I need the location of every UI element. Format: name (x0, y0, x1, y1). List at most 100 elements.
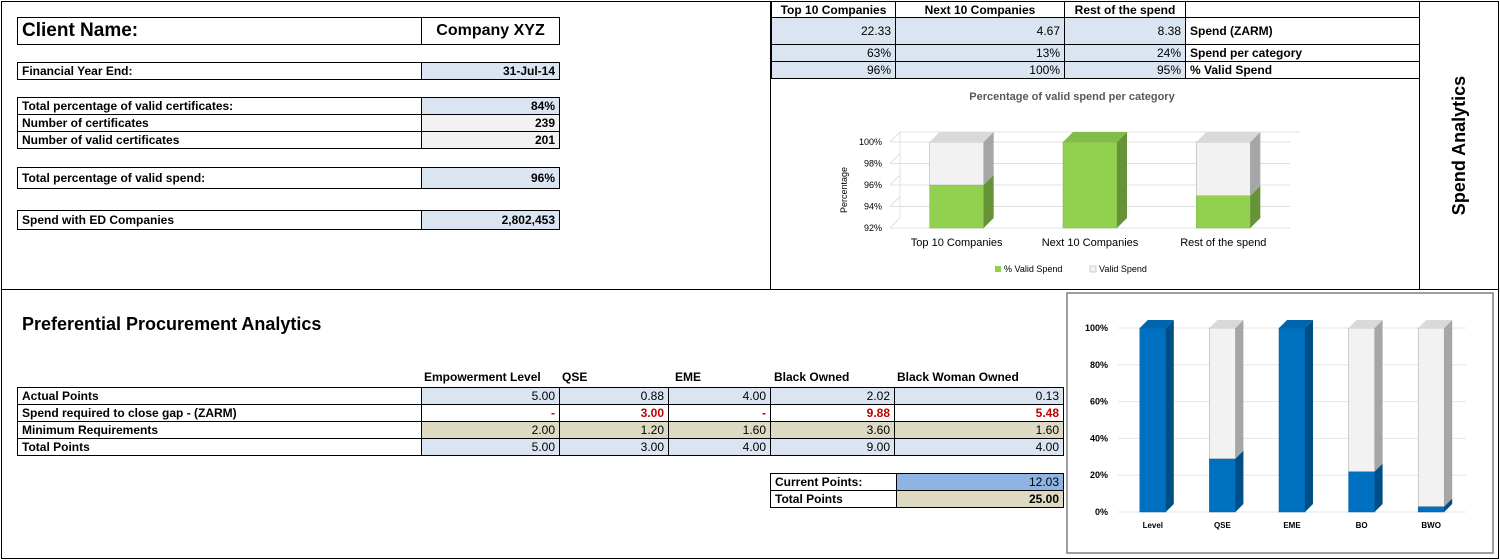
spend-valid-next10: 100% (895, 61, 1065, 79)
pref-header-bwo: Black Woman Owned (897, 370, 1019, 384)
chart1-legend-swatch (995, 266, 1001, 272)
pref-total-eme: 4.00 (668, 438, 771, 456)
chart1-gridline-depth (889, 131, 901, 143)
num-valid-cert-value: 201 (421, 131, 560, 149)
chart1-bar-valid (929, 184, 984, 229)
spend-header-top10: Top 10 Companies (771, 1, 896, 18)
chart1-legend-swatch (1089, 265, 1097, 273)
chart1-ytick-label: 96% (864, 180, 882, 190)
chart2-xtick-label: EME (1283, 521, 1301, 530)
chart2-bar-remaining (1348, 327, 1375, 472)
chart1-ytick-label: 92% (864, 223, 882, 233)
pref-gap-bwo: 5.48 (894, 404, 1064, 422)
chart2-bar-remaining-side (1235, 320, 1244, 459)
pref-row-actual-label: Actual Points (17, 387, 422, 405)
valid-spend-chart: Percentage of valid spend per category 9… (775, 82, 1375, 286)
chart2-bar-remaining-top (1418, 320, 1453, 328)
pref-header-eme: EME (675, 370, 702, 384)
pct-valid-cert-label: Total percentage of valid certificates: (17, 97, 422, 115)
chart1-bar-remaining-side (983, 132, 994, 185)
pct-valid-spend-label: Total percentage of valid spend: (17, 167, 422, 189)
pref-total-bwo: 4.00 (894, 438, 1064, 456)
spend-zarm-next10: 4.67 (895, 17, 1065, 45)
chart1-xtick-label: Top 10 Companies (911, 237, 1003, 249)
total-points-value: 25.00 (896, 490, 1064, 508)
chart2-bar-remaining-top (1348, 320, 1383, 328)
chart1-bar-remaining (929, 141, 984, 186)
spend-table-left-border (770, 1, 771, 289)
chart2-ytick-label: 0% (1095, 507, 1108, 517)
spend-valid-rest: 95% (1064, 61, 1186, 79)
chart1-gridline-depth (889, 153, 901, 164)
num-valid-cert-label: Number of valid certificates (17, 131, 422, 149)
chart2-bar-actual-side (1374, 463, 1383, 512)
chart1-xtick-label: Rest of the spend (1180, 237, 1266, 249)
spend-cat-next10: 13% (895, 44, 1065, 62)
chart2-ytick-label: 100% (1085, 323, 1108, 333)
spend-valid-label: % Valid Spend (1185, 61, 1420, 79)
chart2-bar-actual (1139, 327, 1167, 513)
spend-analytics-left-border (1419, 1, 1420, 289)
section-divider (1, 289, 1499, 290)
current-points-label: Current Points: (770, 473, 897, 491)
current-points-value: 12.03 (896, 473, 1064, 491)
fye-value: 31-Jul-14 (421, 62, 560, 80)
spend-header-next10: Next 10 Companies (895, 1, 1065, 18)
pct-valid-cert-value: 84% (421, 97, 560, 115)
chart2-xtick-label: Level (1143, 521, 1163, 530)
chart2-bar-remaining (1417, 327, 1445, 507)
pref-gap-emp: - (421, 404, 560, 422)
chart2-bar-actual-side (1305, 320, 1313, 512)
pct-valid-spend-value: 96% (421, 167, 560, 189)
chart2-bar-actual (1348, 471, 1375, 513)
pref-min-bwo: 1.60 (894, 421, 1064, 439)
spend-header-rest: Rest of the spend (1064, 1, 1186, 18)
chart2-ytick-label: 20% (1090, 470, 1108, 480)
chart2-xtick-label: BWO (1421, 521, 1441, 530)
chart2-ytick-label: 60% (1090, 397, 1108, 407)
chart1-gridline-depth (889, 174, 901, 186)
chart1-bar-remaining-top (1196, 132, 1261, 142)
chart1-ytick-label: 98% (864, 159, 882, 169)
chart1-bar-valid (1062, 141, 1118, 229)
pref-min-qse: 1.20 (559, 421, 669, 439)
chart1-xtick-label: Next 10 Companies (1042, 237, 1139, 249)
pref-total-bo: 9.00 (770, 438, 895, 456)
chart2-xtick-label: QSE (1214, 521, 1232, 530)
chart1-bar-valid-side (1250, 185, 1261, 228)
points-chart: 0% 20% 40% 60% 80% 100% Level QSE EME BO BWO (1066, 292, 1494, 554)
pref-actual-emp: 5.00 (421, 387, 560, 405)
chart2-bar-remaining-side (1374, 320, 1383, 472)
chart2-bar-actual (1278, 327, 1306, 513)
chart1-gridline-depth (889, 196, 901, 207)
chart1-gridline-depth (889, 217, 901, 229)
pref-total-qse: 3.00 (559, 438, 669, 456)
chart2-bar-actual (1209, 458, 1236, 513)
total-points-label: Total Points (770, 490, 897, 508)
chart1-ytick-label: 100% (859, 137, 882, 147)
chart2-ytick-label: 40% (1090, 433, 1108, 443)
chart1-bar-valid-side (1117, 132, 1127, 228)
chart2-bar-remaining-side (1444, 320, 1453, 507)
pref-actual-qse: 0.88 (559, 387, 669, 405)
spend-zarm-top10: 22.33 (771, 17, 896, 45)
chart2-bar-actual-side (1444, 498, 1453, 512)
spend-analytics-title: Spend Analytics (1421, 4, 1499, 286)
pref-actual-eme: 4.00 (668, 387, 771, 405)
pref-actual-bo: 2.02 (770, 387, 895, 405)
pref-min-eme: 1.60 (668, 421, 771, 439)
num-cert-label: Number of certificates (17, 114, 422, 132)
chart2-xtick-label: BO (1356, 521, 1368, 530)
pref-gap-eme: - (668, 404, 771, 422)
chart2-bar-actual (1417, 506, 1445, 513)
chart1-legend-label: % Valid Spend (1004, 264, 1062, 274)
spend-cat-rest: 24% (1064, 44, 1186, 62)
pref-row-min-label: Minimum Requirements (17, 421, 422, 439)
spend-valid-top10: 96% (771, 61, 896, 79)
client-name-label: Client Name: (17, 17, 422, 45)
chart1-bar-remaining-top (929, 132, 994, 142)
spend-analytics-title-text: Spend Analytics (1449, 75, 1470, 215)
pref-title: Preferential Procurement Analytics (22, 314, 322, 334)
valid-spend-chart-title: Percentage of valid spend per category (969, 91, 1175, 103)
